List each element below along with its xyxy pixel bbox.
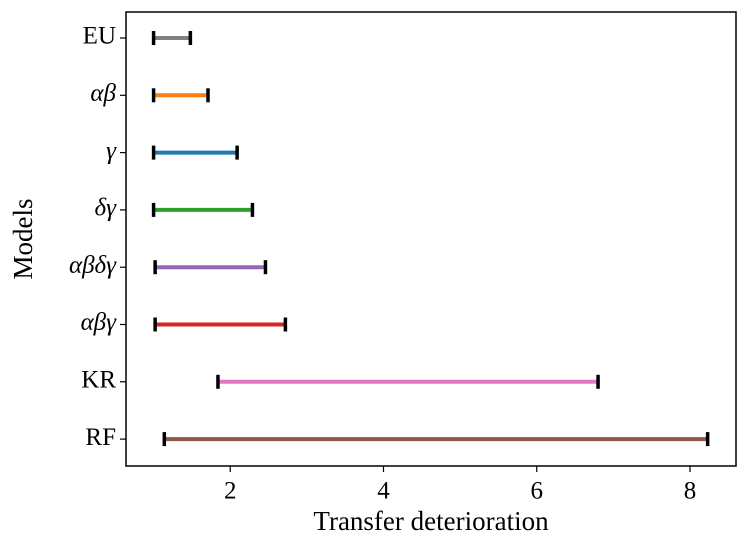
y-axis-label: Models xyxy=(8,199,38,280)
plot-frame xyxy=(125,11,737,467)
y-tick-label: EU xyxy=(83,23,116,50)
x-tick-label: 8 xyxy=(684,478,697,505)
x-axis-label: Transfer deterioration xyxy=(313,506,549,536)
y-tick-label: αβ xyxy=(90,80,116,107)
y-tick-label: δγ xyxy=(95,195,118,222)
y-tick-label: αβγ xyxy=(81,309,118,336)
y-tick-label: KR xyxy=(81,367,116,394)
y-tick-label: αβδγ xyxy=(69,252,117,279)
x-tick-label: 6 xyxy=(531,478,544,505)
y-tick-label: γ xyxy=(106,137,117,164)
y-tick-label: RF xyxy=(85,424,116,451)
x-tick-label: 2 xyxy=(224,478,237,505)
x-tick-label: 4 xyxy=(377,478,390,505)
